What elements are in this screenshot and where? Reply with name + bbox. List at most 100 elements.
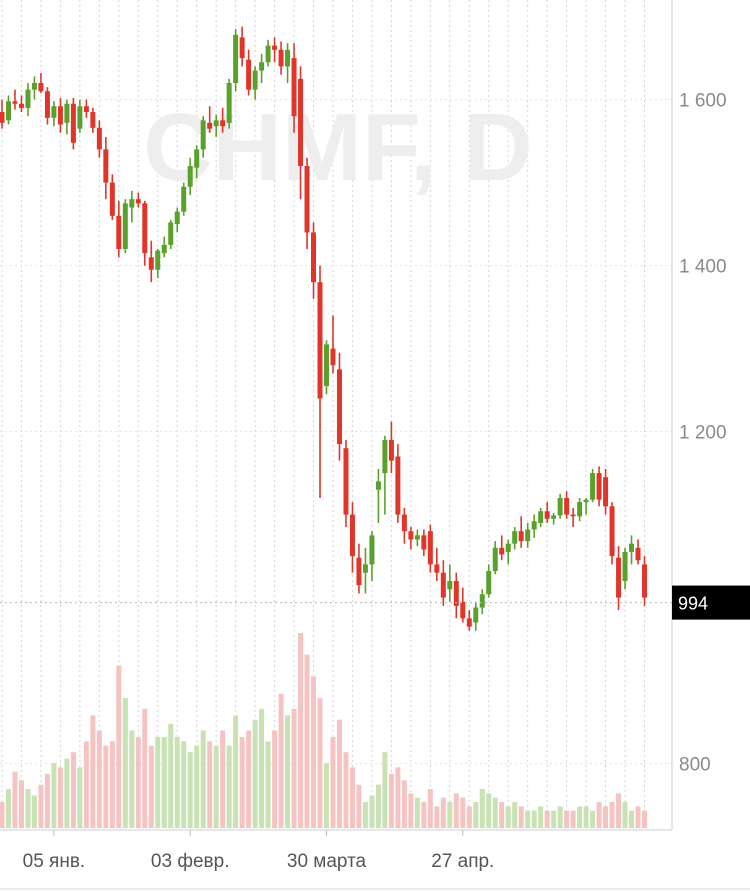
volume-bar xyxy=(213,745,219,828)
volume-bar xyxy=(25,789,31,828)
volume-bar xyxy=(505,806,511,828)
volume-bar xyxy=(382,752,388,828)
volume-bar xyxy=(31,795,37,828)
candle-body xyxy=(577,502,583,517)
candle-body xyxy=(226,83,232,123)
candle-body xyxy=(460,601,466,619)
volume-bar xyxy=(194,745,200,828)
volume-bar xyxy=(375,784,381,828)
candle-body xyxy=(551,515,557,519)
volume-bar xyxy=(531,810,537,828)
candle-body xyxy=(616,557,622,598)
y-tick-label: 1 200 xyxy=(679,423,727,444)
volume-bar xyxy=(395,767,401,828)
volume-bar xyxy=(90,715,96,828)
candle-body xyxy=(57,106,63,125)
candle-body xyxy=(447,581,453,590)
volume-bar xyxy=(200,730,206,828)
candle-body xyxy=(291,58,297,117)
chart-watermark: CHMF, D xyxy=(143,94,532,201)
candle-body xyxy=(96,127,102,150)
volume-bar xyxy=(155,737,161,828)
volume-bar xyxy=(577,806,583,828)
volume-bar xyxy=(324,763,329,828)
last-price-label: 994 xyxy=(678,594,708,614)
volume-bar xyxy=(388,773,394,828)
volume-bar xyxy=(38,784,44,828)
candle-body xyxy=(83,106,89,113)
volume-bar xyxy=(583,806,589,828)
y-tick-label: 1 600 xyxy=(679,91,727,112)
volume-bar xyxy=(434,806,440,828)
candle-body xyxy=(538,511,544,523)
volume-bar xyxy=(596,802,602,828)
candle-body xyxy=(453,581,459,606)
candle-body xyxy=(194,149,200,168)
volume-bar xyxy=(285,715,291,828)
volume-bar xyxy=(207,741,213,828)
candle-body xyxy=(356,557,362,586)
candle-body xyxy=(564,498,570,515)
volume-bar xyxy=(551,810,557,828)
candle-body xyxy=(434,564,440,573)
candle-body xyxy=(200,120,206,150)
volume-bar xyxy=(5,789,11,828)
candle-body xyxy=(168,222,174,245)
candle-body xyxy=(155,250,161,270)
candle-body xyxy=(161,244,167,254)
volume-bar xyxy=(304,654,310,828)
candle-body xyxy=(285,49,291,67)
candle-body xyxy=(207,122,213,129)
candle-body xyxy=(382,439,388,474)
volume-bar xyxy=(70,752,76,828)
candle-body xyxy=(174,211,180,225)
volume-bar xyxy=(349,767,355,828)
candle-body xyxy=(544,511,550,519)
volume-bar xyxy=(220,730,226,828)
candle-body xyxy=(473,607,479,623)
volume-bar xyxy=(96,730,102,828)
candle-body xyxy=(129,199,135,208)
candle-body xyxy=(31,83,37,90)
volume-bar xyxy=(174,737,180,828)
volume-bar xyxy=(414,797,420,828)
y-tick-label: 1 400 xyxy=(679,257,727,278)
volume-bar xyxy=(12,771,18,828)
volume-bar xyxy=(570,810,576,828)
volume-bar xyxy=(492,797,498,828)
candle-body xyxy=(518,531,524,542)
volume-bar xyxy=(298,633,304,828)
volume-bar xyxy=(479,789,485,828)
volume-bar xyxy=(226,745,232,828)
volume-bar xyxy=(362,802,368,828)
candle-body xyxy=(421,535,427,550)
candle-body xyxy=(304,166,310,233)
volume-bar xyxy=(103,745,109,828)
candle-body xyxy=(369,535,375,565)
candle-body xyxy=(499,547,505,555)
candle-body xyxy=(505,543,511,552)
candle-body xyxy=(583,499,589,503)
volume-bar xyxy=(473,802,479,828)
candle-body xyxy=(622,551,628,581)
candle-body xyxy=(629,543,635,552)
volume-bar xyxy=(64,758,70,828)
candle-body xyxy=(492,547,498,572)
volume-bar xyxy=(18,780,24,828)
volume-bar xyxy=(512,802,518,828)
volume-bar xyxy=(161,737,167,828)
candle-body xyxy=(395,456,401,515)
candle-body xyxy=(590,473,596,500)
volume-bar xyxy=(453,793,459,828)
candle-body xyxy=(635,547,641,561)
candle-body xyxy=(5,101,11,121)
candle-body xyxy=(324,344,329,386)
volume-bar xyxy=(609,802,615,828)
candle-body xyxy=(44,91,50,118)
volume-bar xyxy=(272,730,278,828)
volume-bar xyxy=(311,676,317,828)
volume-bar xyxy=(544,810,550,828)
volume-bar xyxy=(148,745,154,828)
volume-bar xyxy=(336,719,342,828)
candles xyxy=(0,26,648,631)
